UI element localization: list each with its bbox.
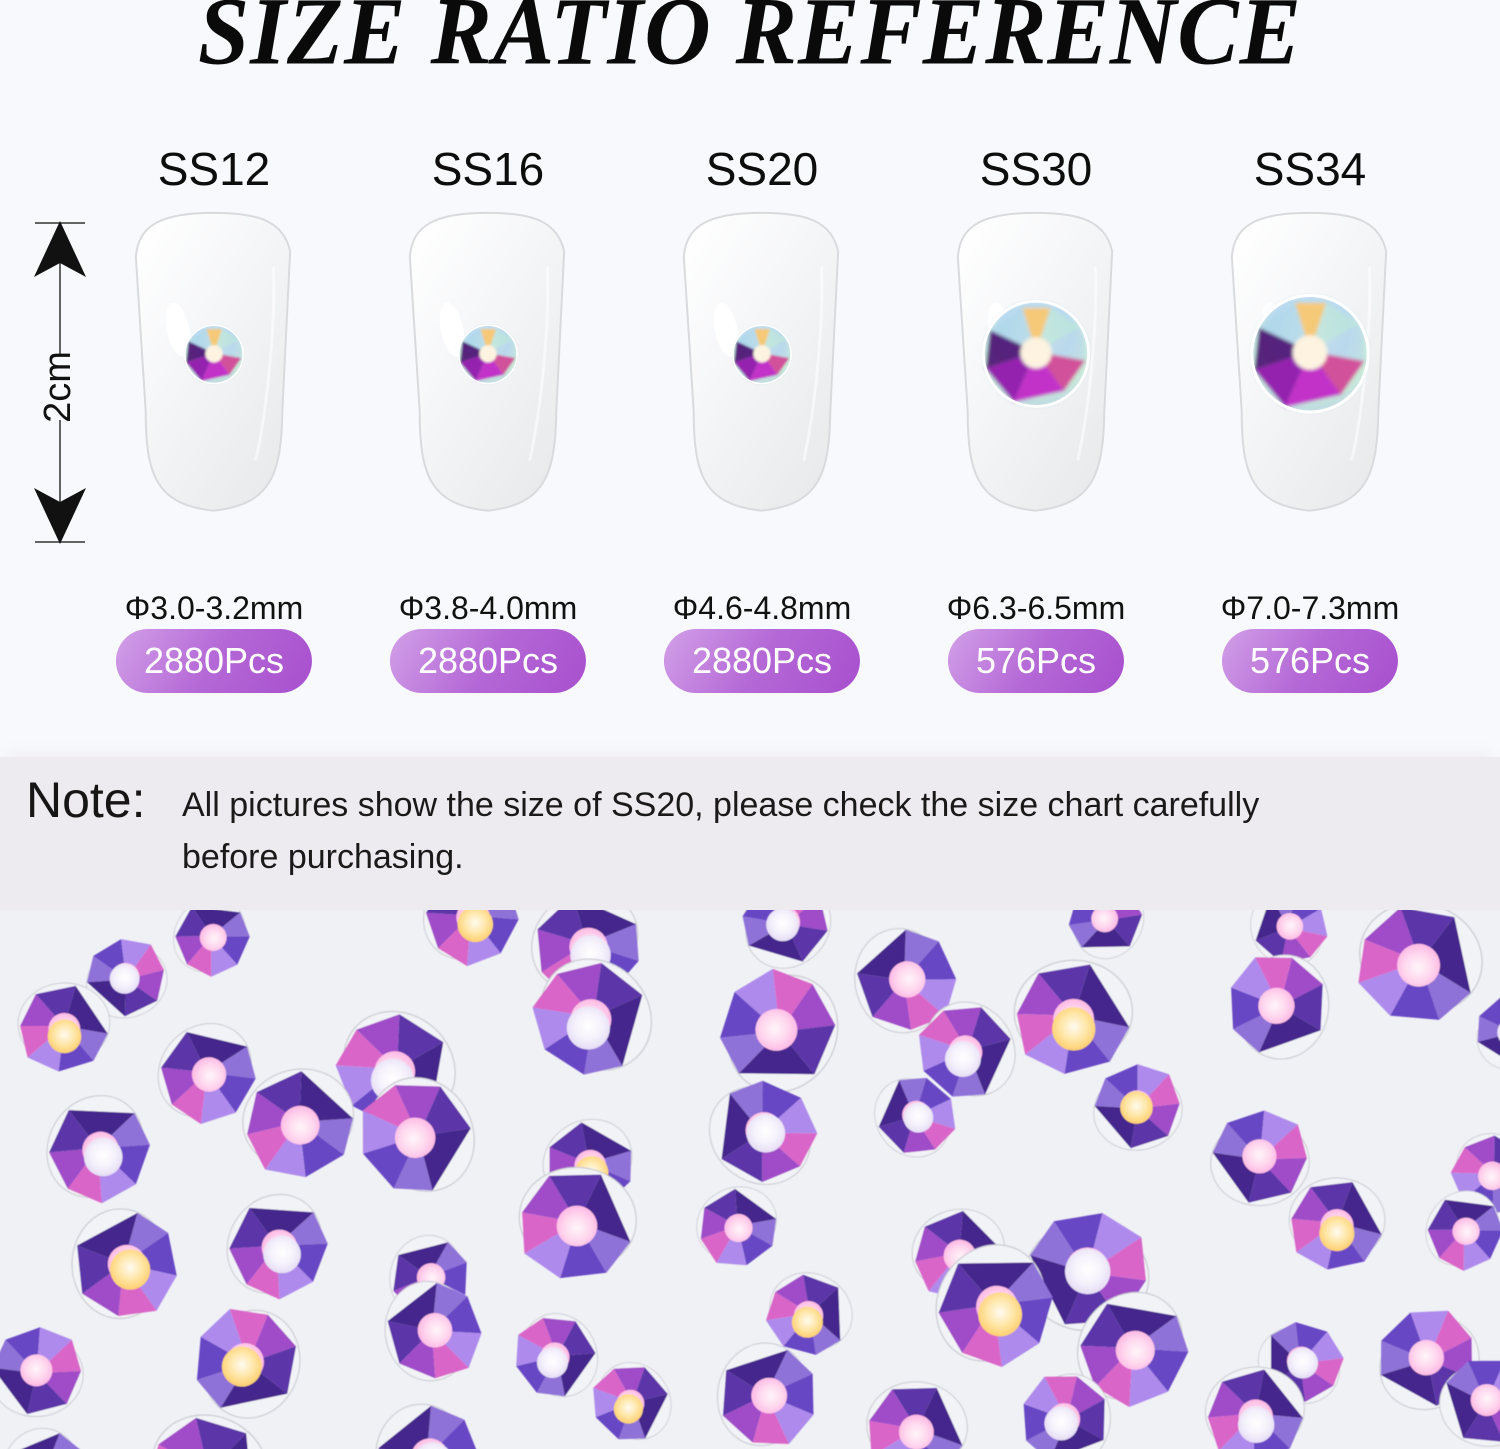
- svg-text:2cm: 2cm: [37, 351, 79, 423]
